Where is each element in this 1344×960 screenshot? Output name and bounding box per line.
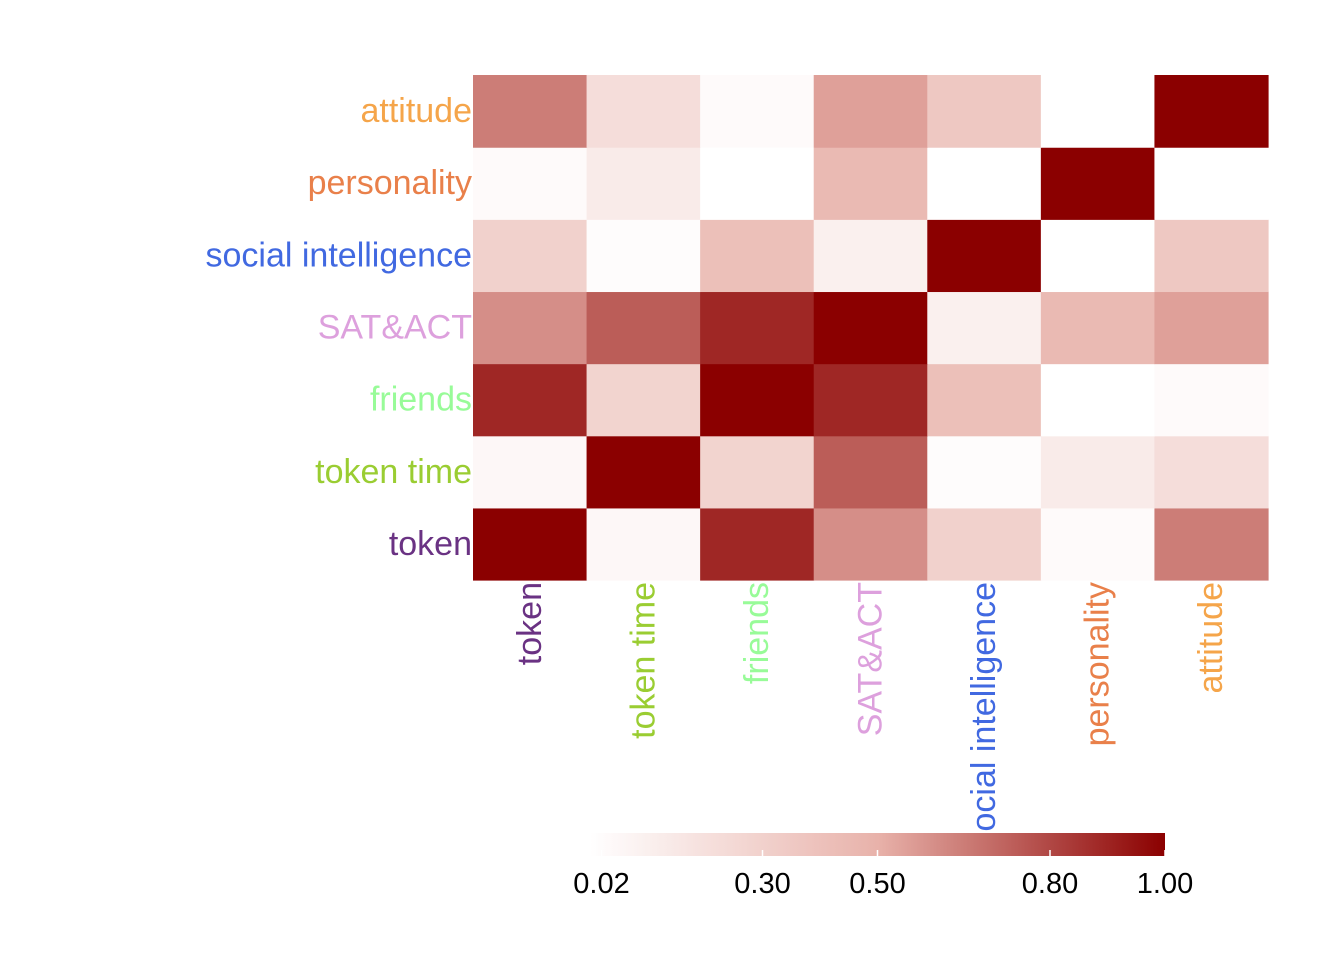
y-axis-labels: token token time friends SAT&ACT social inte… xyxy=(206,92,473,563)
cell-token-sat-and-act xyxy=(813,507,928,581)
cell-personality-token-time xyxy=(586,147,701,220)
colorbar-tick-label: 0.80 xyxy=(1022,868,1078,900)
cell-sat-and-act-personality xyxy=(1040,291,1156,365)
cell-token-time-personality xyxy=(1040,435,1156,509)
y-label-token: token xyxy=(389,525,472,563)
y-label-sat-and-act: SAT&ACT xyxy=(318,309,472,347)
cell-token-social-intelligence xyxy=(927,507,1042,581)
colorbar-tick-label: 0.30 xyxy=(734,868,790,900)
cell-personality-friends xyxy=(700,147,815,220)
cell-sat-and-act-attitude xyxy=(1154,291,1269,365)
cell-token-friends xyxy=(700,507,815,581)
cell-token-time-sat-and-act xyxy=(813,435,928,509)
cell-social-intelligence-token-time xyxy=(586,219,701,293)
x-axis-labels: token token time friends SAT&ACT social inte… xyxy=(511,582,1230,849)
cell-friends-friends xyxy=(700,363,815,437)
cell-token-personality xyxy=(1040,507,1156,581)
colorbar-tick-label: 1.00 xyxy=(1137,868,1193,900)
cell-personality-sat-and-act xyxy=(813,147,928,220)
cell-attitude-personality xyxy=(1040,75,1156,148)
cell-attitude-friends xyxy=(700,75,815,148)
cell-personality-token xyxy=(473,147,588,220)
colorbar-gradient xyxy=(590,833,1165,856)
cell-social-intelligence-personality xyxy=(1040,219,1156,293)
cell-personality-personality xyxy=(1040,147,1156,220)
cell-sat-and-act-friends xyxy=(700,291,815,365)
cell-token-token xyxy=(473,507,588,581)
cell-token-time-social-intelligence xyxy=(927,435,1042,509)
cell-token-attitude xyxy=(1154,507,1269,581)
x-label-personality: personality xyxy=(1079,582,1117,746)
cell-social-intelligence-token xyxy=(473,219,588,293)
cell-social-intelligence-friends xyxy=(700,219,815,293)
cell-sat-and-act-social-intelligence xyxy=(927,291,1042,365)
cell-attitude-token-time xyxy=(586,75,701,148)
cell-attitude-sat-and-act xyxy=(813,75,928,148)
cell-personality-attitude xyxy=(1154,147,1269,220)
cell-attitude-token xyxy=(473,75,588,148)
cell-personality-social-intelligence xyxy=(927,147,1042,220)
cell-token-token-time xyxy=(586,507,701,581)
cell-friends-token xyxy=(473,363,588,437)
cell-token-time-attitude xyxy=(1154,435,1269,509)
cell-friends-sat-and-act xyxy=(813,363,928,437)
colorbar: 0.02 0.30 0.50 0.80 1.00 xyxy=(573,833,1193,900)
x-label-sat-and-act: SAT&ACT xyxy=(852,582,890,736)
cell-friends-personality xyxy=(1040,363,1156,437)
cell-sat-and-act-token xyxy=(473,291,588,365)
cell-token-time-token-time xyxy=(586,435,701,509)
cell-friends-attitude xyxy=(1154,363,1269,437)
y-label-attitude: attitude xyxy=(360,92,472,130)
cell-token-time-token xyxy=(473,435,588,509)
x-label-token-time: token time xyxy=(624,582,662,739)
cell-friends-social-intelligence xyxy=(927,363,1042,437)
x-label-social-intelligence: social intelligence xyxy=(965,582,1003,849)
x-label-friends: friends xyxy=(738,582,776,684)
heatmap-cells xyxy=(473,75,1269,581)
cell-token-time-friends xyxy=(700,435,815,509)
cell-social-intelligence-social-intelligence xyxy=(927,219,1042,293)
y-label-personality: personality xyxy=(308,164,472,202)
cell-sat-and-act-token-time xyxy=(586,291,701,365)
cell-sat-and-act-sat-and-act xyxy=(813,291,928,365)
colorbar-tick-label: 0.02 xyxy=(573,868,629,900)
cell-attitude-social-intelligence xyxy=(927,75,1042,148)
x-label-attitude: attitude xyxy=(1192,582,1230,694)
cell-attitude-attitude xyxy=(1154,75,1269,148)
y-label-social-intelligence: social intelligence xyxy=(206,236,473,274)
colorbar-tick-label: 0.50 xyxy=(849,868,905,900)
y-label-friends: friends xyxy=(370,381,472,419)
y-label-token-time: token time xyxy=(315,453,472,491)
cell-social-intelligence-attitude xyxy=(1154,219,1269,293)
x-label-token: token xyxy=(511,582,549,665)
cell-social-intelligence-sat-and-act xyxy=(813,219,928,293)
cell-friends-token-time xyxy=(586,363,701,437)
